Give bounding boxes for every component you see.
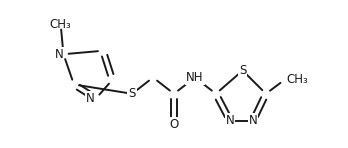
- Text: N: N: [55, 48, 63, 61]
- Text: CH₃: CH₃: [287, 73, 309, 86]
- Text: N: N: [226, 114, 234, 127]
- Text: N: N: [86, 92, 95, 105]
- Text: NH: NH: [186, 71, 204, 84]
- Text: S: S: [128, 87, 136, 100]
- Text: CH₃: CH₃: [50, 18, 72, 31]
- Text: S: S: [239, 64, 246, 77]
- Text: N: N: [249, 114, 258, 127]
- Text: O: O: [169, 118, 179, 131]
